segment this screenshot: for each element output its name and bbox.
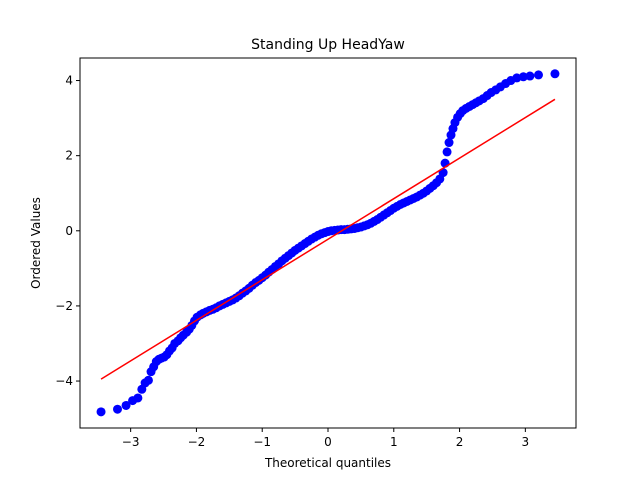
data-point [534, 70, 543, 80]
points-layer [96, 69, 560, 417]
data-point [133, 393, 143, 403]
data-point [442, 147, 452, 157]
x-axis-ticks: −3 −2 −1 0 1 2 3 [122, 428, 529, 449]
data-point [518, 72, 528, 82]
y-tick-label: −2 [55, 299, 73, 313]
x-tick-label: −1 [253, 435, 271, 449]
y-tick-label: 4 [65, 74, 73, 88]
data-point [113, 404, 122, 414]
x-tick-label: 0 [324, 435, 332, 449]
y-tick-label: −4 [55, 374, 73, 388]
data-point [444, 138, 454, 148]
x-tick-label: 1 [390, 435, 398, 449]
x-tick-label: −2 [188, 435, 206, 449]
data-point [96, 407, 106, 417]
y-tick-label: 0 [65, 224, 73, 238]
x-tick-label: −3 [122, 435, 140, 449]
y-axis-label: Ordered Values [29, 197, 43, 289]
y-tick-label: 2 [65, 149, 73, 163]
data-point [143, 375, 153, 385]
data-point [550, 69, 560, 79]
fit-line [100, 98, 556, 380]
x-tick-label: 3 [522, 435, 530, 449]
data-point [121, 400, 131, 410]
fit-line-layer [100, 98, 556, 380]
y-axis-ticks: −4 −2 0 2 4 [55, 74, 80, 388]
x-tick-label: 2 [456, 435, 464, 449]
data-point [525, 71, 535, 81]
chart-title: Standing Up HeadYaw [251, 37, 405, 53]
x-axis-label: Theoretical quantiles [264, 456, 391, 470]
